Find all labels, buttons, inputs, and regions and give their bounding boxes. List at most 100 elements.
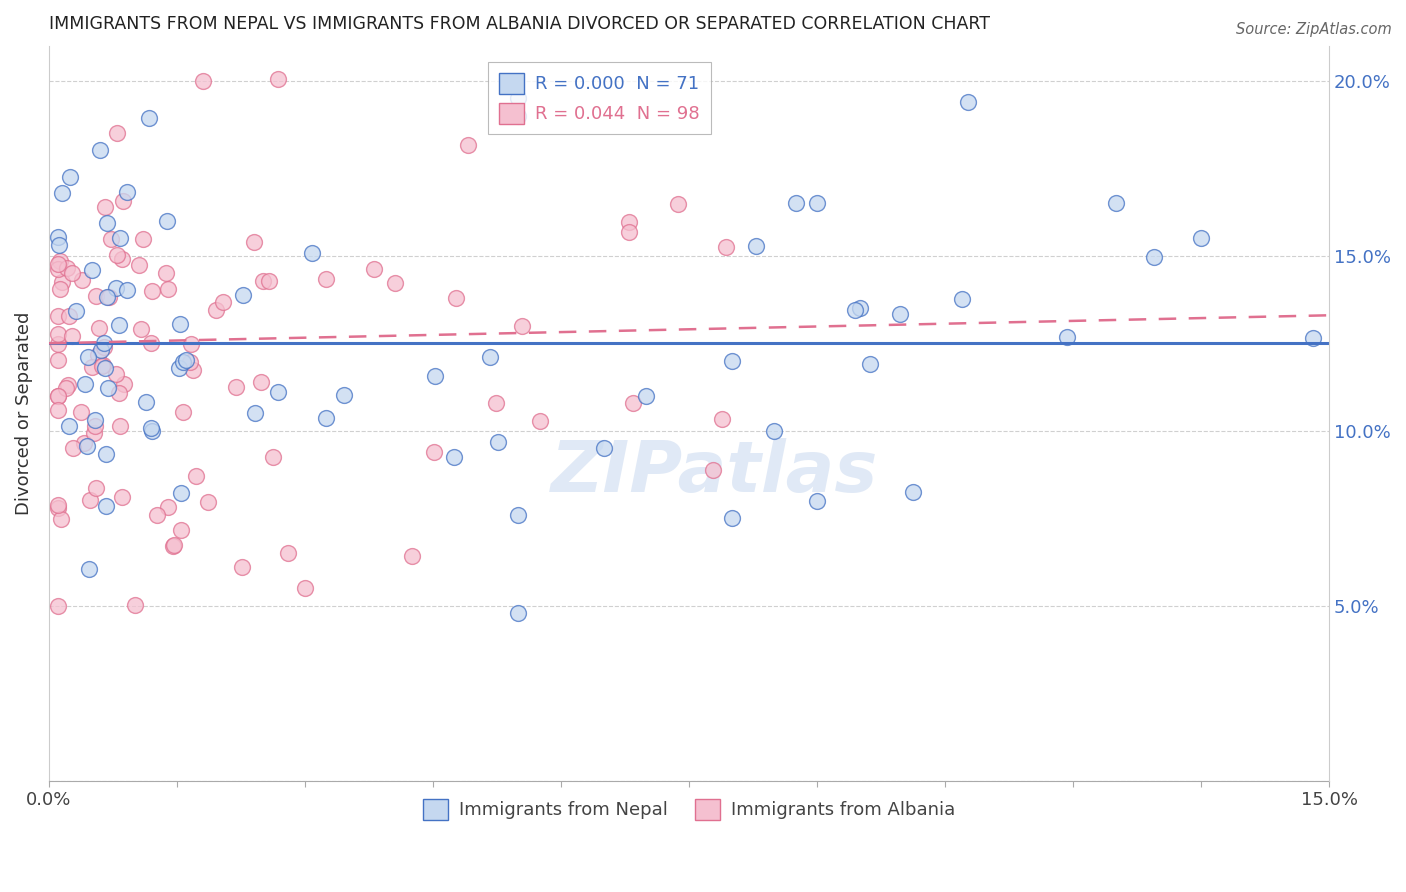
Point — [621, 396, 644, 410]
Point — [169, 318, 191, 332]
Point — [156, 500, 179, 514]
Point — [181, 363, 204, 377]
Point — [363, 262, 385, 277]
Point — [112, 194, 135, 208]
Point — [806, 196, 828, 211]
Point — [107, 318, 129, 333]
Point — [1056, 330, 1078, 344]
Point — [710, 412, 733, 426]
Point — [785, 195, 807, 210]
Point — [87, 348, 110, 362]
Point — [167, 361, 190, 376]
Point — [423, 368, 446, 383]
Point — [957, 95, 980, 110]
Point — [250, 375, 273, 389]
Point — [508, 91, 530, 105]
Text: Source: ZipAtlas.com: Source: ZipAtlas.com — [1236, 22, 1392, 37]
Point — [94, 446, 117, 460]
Point — [1143, 250, 1166, 264]
Point — [180, 337, 202, 351]
Point — [231, 559, 253, 574]
Point — [155, 267, 177, 281]
Point — [73, 436, 96, 450]
Point — [87, 321, 110, 335]
Point — [163, 538, 186, 552]
Text: ZIPatlas: ZIPatlas — [551, 438, 879, 507]
Point — [62, 441, 84, 455]
Point — [46, 261, 69, 276]
Point — [93, 335, 115, 350]
Point — [702, 463, 724, 477]
Point — [162, 540, 184, 554]
Point — [720, 511, 742, 525]
Point — [277, 546, 299, 560]
Point — [225, 380, 247, 394]
Point — [46, 389, 69, 403]
Point — [51, 275, 73, 289]
Point — [333, 388, 356, 402]
Point — [714, 240, 737, 254]
Point — [135, 394, 157, 409]
Point — [763, 424, 786, 438]
Point — [636, 389, 658, 403]
Point — [46, 599, 69, 614]
Point — [107, 248, 129, 262]
Point — [259, 274, 281, 288]
Point — [112, 376, 135, 391]
Point — [46, 337, 69, 351]
Point — [96, 216, 118, 230]
Point — [174, 352, 197, 367]
Point — [84, 418, 107, 433]
Point — [89, 143, 111, 157]
Point — [51, 186, 73, 200]
Point — [901, 485, 924, 500]
Point — [1105, 196, 1128, 211]
Point — [82, 359, 104, 374]
Point — [617, 225, 640, 239]
Point — [844, 303, 866, 318]
Point — [172, 404, 194, 418]
Point — [508, 606, 530, 620]
Point — [423, 445, 446, 459]
Point — [46, 403, 69, 417]
Point — [94, 360, 117, 375]
Point — [49, 512, 72, 526]
Point — [205, 303, 228, 318]
Point — [90, 343, 112, 358]
Point — [262, 450, 284, 464]
Point — [131, 322, 153, 336]
Point — [104, 368, 127, 382]
Point — [111, 490, 134, 504]
Point — [55, 260, 77, 275]
Point — [91, 359, 114, 374]
Point — [139, 336, 162, 351]
Point — [315, 411, 337, 425]
Point — [301, 245, 323, 260]
Point — [79, 492, 101, 507]
Point — [84, 412, 107, 426]
Point — [105, 281, 128, 295]
Point — [70, 405, 93, 419]
Point — [138, 111, 160, 125]
Point — [294, 582, 316, 596]
Point — [46, 326, 69, 341]
Point — [105, 126, 128, 140]
Point — [508, 109, 530, 123]
Point — [267, 385, 290, 400]
Point — [80, 263, 103, 277]
Point — [156, 214, 179, 228]
Point — [58, 418, 80, 433]
Point — [73, 377, 96, 392]
Legend: Immigrants from Nepal, Immigrants from Albania: Immigrants from Nepal, Immigrants from A… — [416, 792, 963, 827]
Point — [720, 353, 742, 368]
Point — [156, 282, 179, 296]
Point — [806, 494, 828, 508]
Point — [243, 235, 266, 250]
Point — [115, 185, 138, 199]
Point — [48, 237, 70, 252]
Text: IMMIGRANTS FROM NEPAL VS IMMIGRANTS FROM ALBANIA DIVORCED OR SEPARATED CORRELATI: IMMIGRANTS FROM NEPAL VS IMMIGRANTS FROM… — [49, 15, 990, 33]
Point — [46, 310, 69, 324]
Point — [443, 450, 465, 464]
Point — [46, 501, 69, 516]
Point — [170, 486, 193, 500]
